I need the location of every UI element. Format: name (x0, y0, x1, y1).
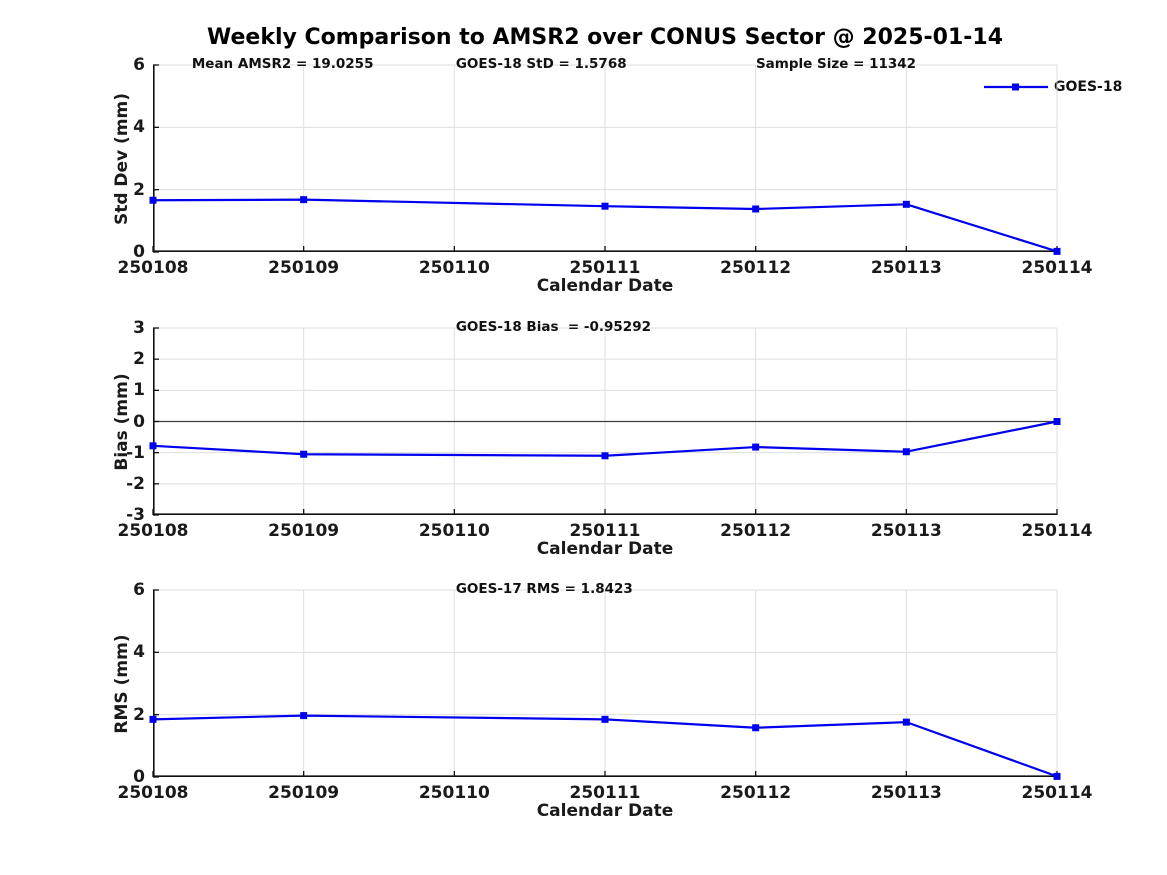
x-tick-label: 250109 (268, 258, 340, 278)
x-tick-label: 250112 (720, 258, 792, 278)
bias-data-marker (1053, 418, 1061, 425)
x-tick-label: 250110 (418, 783, 490, 803)
bias-data-marker (752, 443, 760, 451)
plot-std-dev: Std Dev (mm) Calendar Date 250108 250109 2… (112, 55, 1092, 296)
x-tick-label: 250114 (1021, 783, 1093, 803)
std-dev-data-marker (752, 205, 760, 213)
rms-data-marker (601, 715, 609, 723)
y-tick-label: 6 (133, 55, 145, 75)
bias-data-marker (300, 450, 308, 458)
x-tick-label: 250111 (569, 258, 641, 278)
x-tick-label: 250112 (720, 521, 792, 541)
x-tick-label: 250110 (418, 258, 490, 278)
rms-data-marker (300, 712, 308, 720)
std-dev-data-marker (902, 200, 910, 208)
y-tick-label: 0 (133, 242, 145, 262)
legend-line-swatch (984, 83, 1048, 91)
rms-annotation: GOES-17 RMS = 1.8423 (455, 581, 633, 597)
x-tick-label: 250112 (720, 783, 792, 803)
std-dev-annotation: Sample Size = 11342 (755, 56, 917, 72)
gridlines (153, 64, 1058, 252)
bias-series-line (152, 420, 1058, 457)
x-tick-label: 250114 (1021, 258, 1093, 278)
y-tick-label: -2 (126, 473, 145, 494)
rms-data-marker (752, 724, 760, 732)
rms-canvas (149, 589, 1061, 780)
chart-title: Weekly Comparison to AMSR2 over CONUS Se… (207, 25, 1003, 50)
y-axis-label: Std Dev (mm) (112, 92, 132, 225)
x-tick-label: 250113 (870, 521, 942, 541)
tick-marks (152, 327, 1058, 516)
y-tick-label: 4 (133, 117, 145, 138)
y-tick-label: 4 (133, 642, 145, 663)
y-tick-label: -1 (126, 442, 145, 463)
std-dev-data-marker (1053, 247, 1061, 255)
x-tick-label: 250110 (418, 521, 490, 541)
std-dev-data-marker (300, 196, 308, 204)
plot-bias: Bias (mm) Calendar Date 250108 250109 2501… (112, 318, 1092, 559)
legend-square-marker-icon (1012, 83, 1019, 91)
y-tick-label: 1 (133, 380, 145, 401)
x-tick-label: 250108 (117, 258, 189, 278)
y-tick-label: 2 (133, 349, 145, 370)
bias-data-marker (902, 448, 910, 456)
x-tick-label: 250108 (117, 521, 189, 541)
bias-canvas (149, 327, 1061, 516)
rms-data-marker (149, 715, 157, 723)
y-tick-label: 2 (133, 179, 145, 200)
bias-data-marker (601, 452, 609, 460)
x-axis-label: Calendar Date (536, 276, 674, 296)
y-tick-label: -3 (126, 505, 145, 525)
std-dev-annotation: Mean AMSR2 = 19.0255 (191, 56, 374, 72)
x-tick-label: 250108 (117, 783, 189, 803)
y-tick-label: 6 (133, 580, 145, 600)
bias-annotation: GOES-18 Bias = -0.95292 (455, 319, 651, 335)
x-axis-label: Calendar Date (536, 801, 674, 821)
legend: GOES-18 (984, 79, 1122, 95)
std-dev-annotation: GOES-18 StD = 1.5768 (455, 56, 627, 72)
rms-data-marker (902, 718, 910, 726)
plot-rms: RMS (mm) Calendar Date 250108 250109 25011… (112, 580, 1092, 821)
std-dev-series-line (152, 198, 1058, 253)
rms-data-marker (1053, 772, 1061, 780)
legend-label: GOES-18 (1054, 79, 1123, 95)
x-tick-label: 250111 (569, 783, 641, 803)
x-tick-label: 250113 (870, 783, 942, 803)
x-axis-label: Calendar Date (536, 539, 674, 559)
x-tick-label: 250109 (268, 521, 340, 541)
x-tick-label: 250113 (870, 258, 942, 278)
std-dev-canvas (149, 64, 1061, 255)
gridlines (153, 589, 1058, 777)
y-tick-label: 3 (133, 318, 145, 338)
x-tick-label: 250111 (569, 521, 641, 541)
rms-series-line (152, 714, 1058, 778)
y-tick-label: 0 (133, 767, 145, 787)
x-tick-label: 250114 (1021, 521, 1093, 541)
std-dev-data-marker (601, 202, 609, 210)
y-tick-label: 0 (133, 411, 145, 432)
x-tick-label: 250109 (268, 783, 340, 803)
bias-data-marker (149, 442, 157, 450)
std-dev-data-marker (149, 196, 157, 204)
y-tick-label: 2 (133, 704, 145, 725)
